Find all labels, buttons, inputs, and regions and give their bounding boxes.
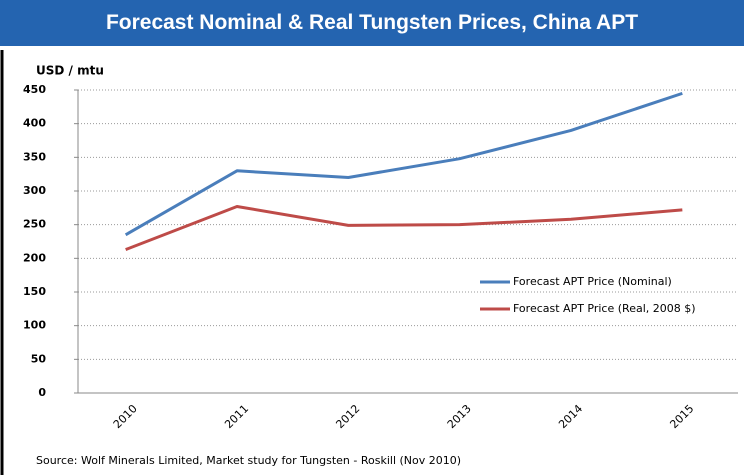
y-tick-label: 300 xyxy=(23,184,46,197)
source-note: Source: Wolf Minerals Limited, Market st… xyxy=(36,454,461,467)
x-tick-label: 2014 xyxy=(556,402,585,431)
series-line xyxy=(125,204,683,251)
legend-label: Forecast APT Price (Real, 2008 $) xyxy=(513,302,696,315)
y-tick-label: 450 xyxy=(23,83,46,96)
y-tick-label: 150 xyxy=(23,285,46,298)
series-line xyxy=(124,91,683,237)
y-tick-label: 200 xyxy=(23,251,46,264)
y-tick-label: 250 xyxy=(23,218,46,231)
x-tick-label: 2011 xyxy=(222,402,251,431)
y-tick-label: 0 xyxy=(38,386,46,399)
x-tick-label: 2012 xyxy=(333,402,362,431)
x-tick-label: 2013 xyxy=(445,402,474,431)
x-tick-label: 2015 xyxy=(667,402,696,431)
x-tick-label: 2010 xyxy=(111,402,140,431)
y-tick-label: 50 xyxy=(31,352,47,365)
chart-title: Forecast Nominal & Real Tungsten Prices,… xyxy=(0,0,744,46)
y-tick-label: 350 xyxy=(23,150,46,163)
y-tick-label: 100 xyxy=(23,319,46,332)
legend-label: Forecast APT Price (Nominal) xyxy=(513,275,672,288)
y-tick-label: 400 xyxy=(23,117,46,130)
y-axis-label: USD / mtu xyxy=(36,64,104,78)
